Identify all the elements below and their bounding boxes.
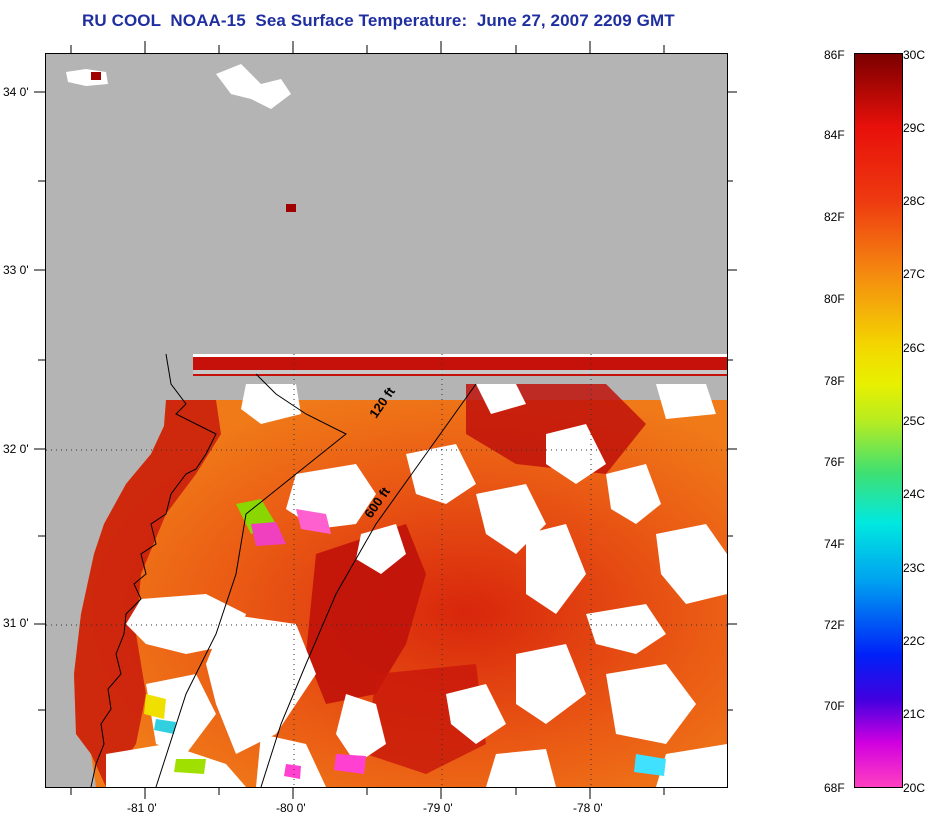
scanline-gap: [193, 354, 727, 357]
colorbar-label-c: 20C: [903, 781, 926, 795]
longitude-label-80: -80 0': [276, 801, 306, 815]
colorbar-label-c: 29C: [903, 121, 926, 135]
longitude-label-81: -81 0': [127, 801, 157, 815]
colorbar-label-f: 72F: [824, 618, 845, 632]
colorbar-label-f: 86F: [824, 48, 845, 62]
colorbar-label-c: 26C: [903, 341, 926, 355]
colorbar-label-c: 23C: [903, 561, 926, 575]
longitude-label-79: -79 0': [423, 801, 453, 815]
map-title: RU COOL NOAA-15 Sea Surface Temperature:…: [82, 11, 675, 30]
colorbar-label-c: 25C: [903, 414, 926, 428]
colorbar-label-f: 76F: [824, 455, 845, 469]
colorbar-label-c: 27C: [903, 267, 926, 281]
colorbar-label-c: 28C: [903, 194, 926, 208]
colorbar-label-f: 84F: [824, 128, 845, 142]
land-speck: [286, 204, 296, 212]
colorbar-label-f: 82F: [824, 210, 845, 224]
latitude-label-33: 33 0': [3, 263, 29, 277]
temperature-colorbar: [854, 53, 903, 788]
latitude-label-34: 34 0': [3, 85, 29, 99]
coastline: [90, 353, 217, 787]
colorbar-gradient: [855, 54, 902, 787]
scanline-gap: [193, 376, 727, 384]
sst-map: 120 ft 600 ft: [45, 53, 728, 788]
longitude-label-78: -78 0': [573, 801, 603, 815]
hot-water-patch: [306, 524, 426, 704]
warm-coastal-band: [74, 400, 221, 787]
colorbar-label-c: 30C: [903, 48, 926, 62]
sst-map-canvas: 120 ft 600 ft: [46, 54, 727, 787]
colorbar-label-f: 80F: [824, 292, 845, 306]
colorbar-label-c: 24C: [903, 487, 926, 501]
scanline-gap: [193, 370, 727, 374]
latitude-label-31: 31 0': [3, 616, 29, 630]
colorbar-label-f: 78F: [824, 374, 845, 388]
colorbar-label-f: 70F: [824, 699, 845, 713]
cool-pixel-edges: [144, 499, 666, 779]
colorbar-label-c: 22C: [903, 634, 926, 648]
graticule: [46, 354, 727, 787]
colorbar-label-c: 21C: [903, 707, 926, 721]
cloud-cover: [66, 64, 727, 787]
colorbar-label-f: 68F: [824, 781, 845, 795]
latitude-label-32: 32 0': [3, 442, 29, 456]
contour-120ft: [155, 373, 347, 787]
contour-600ft: [260, 383, 477, 787]
land-speck: [91, 72, 101, 80]
colorbar-label-f: 74F: [824, 537, 845, 551]
